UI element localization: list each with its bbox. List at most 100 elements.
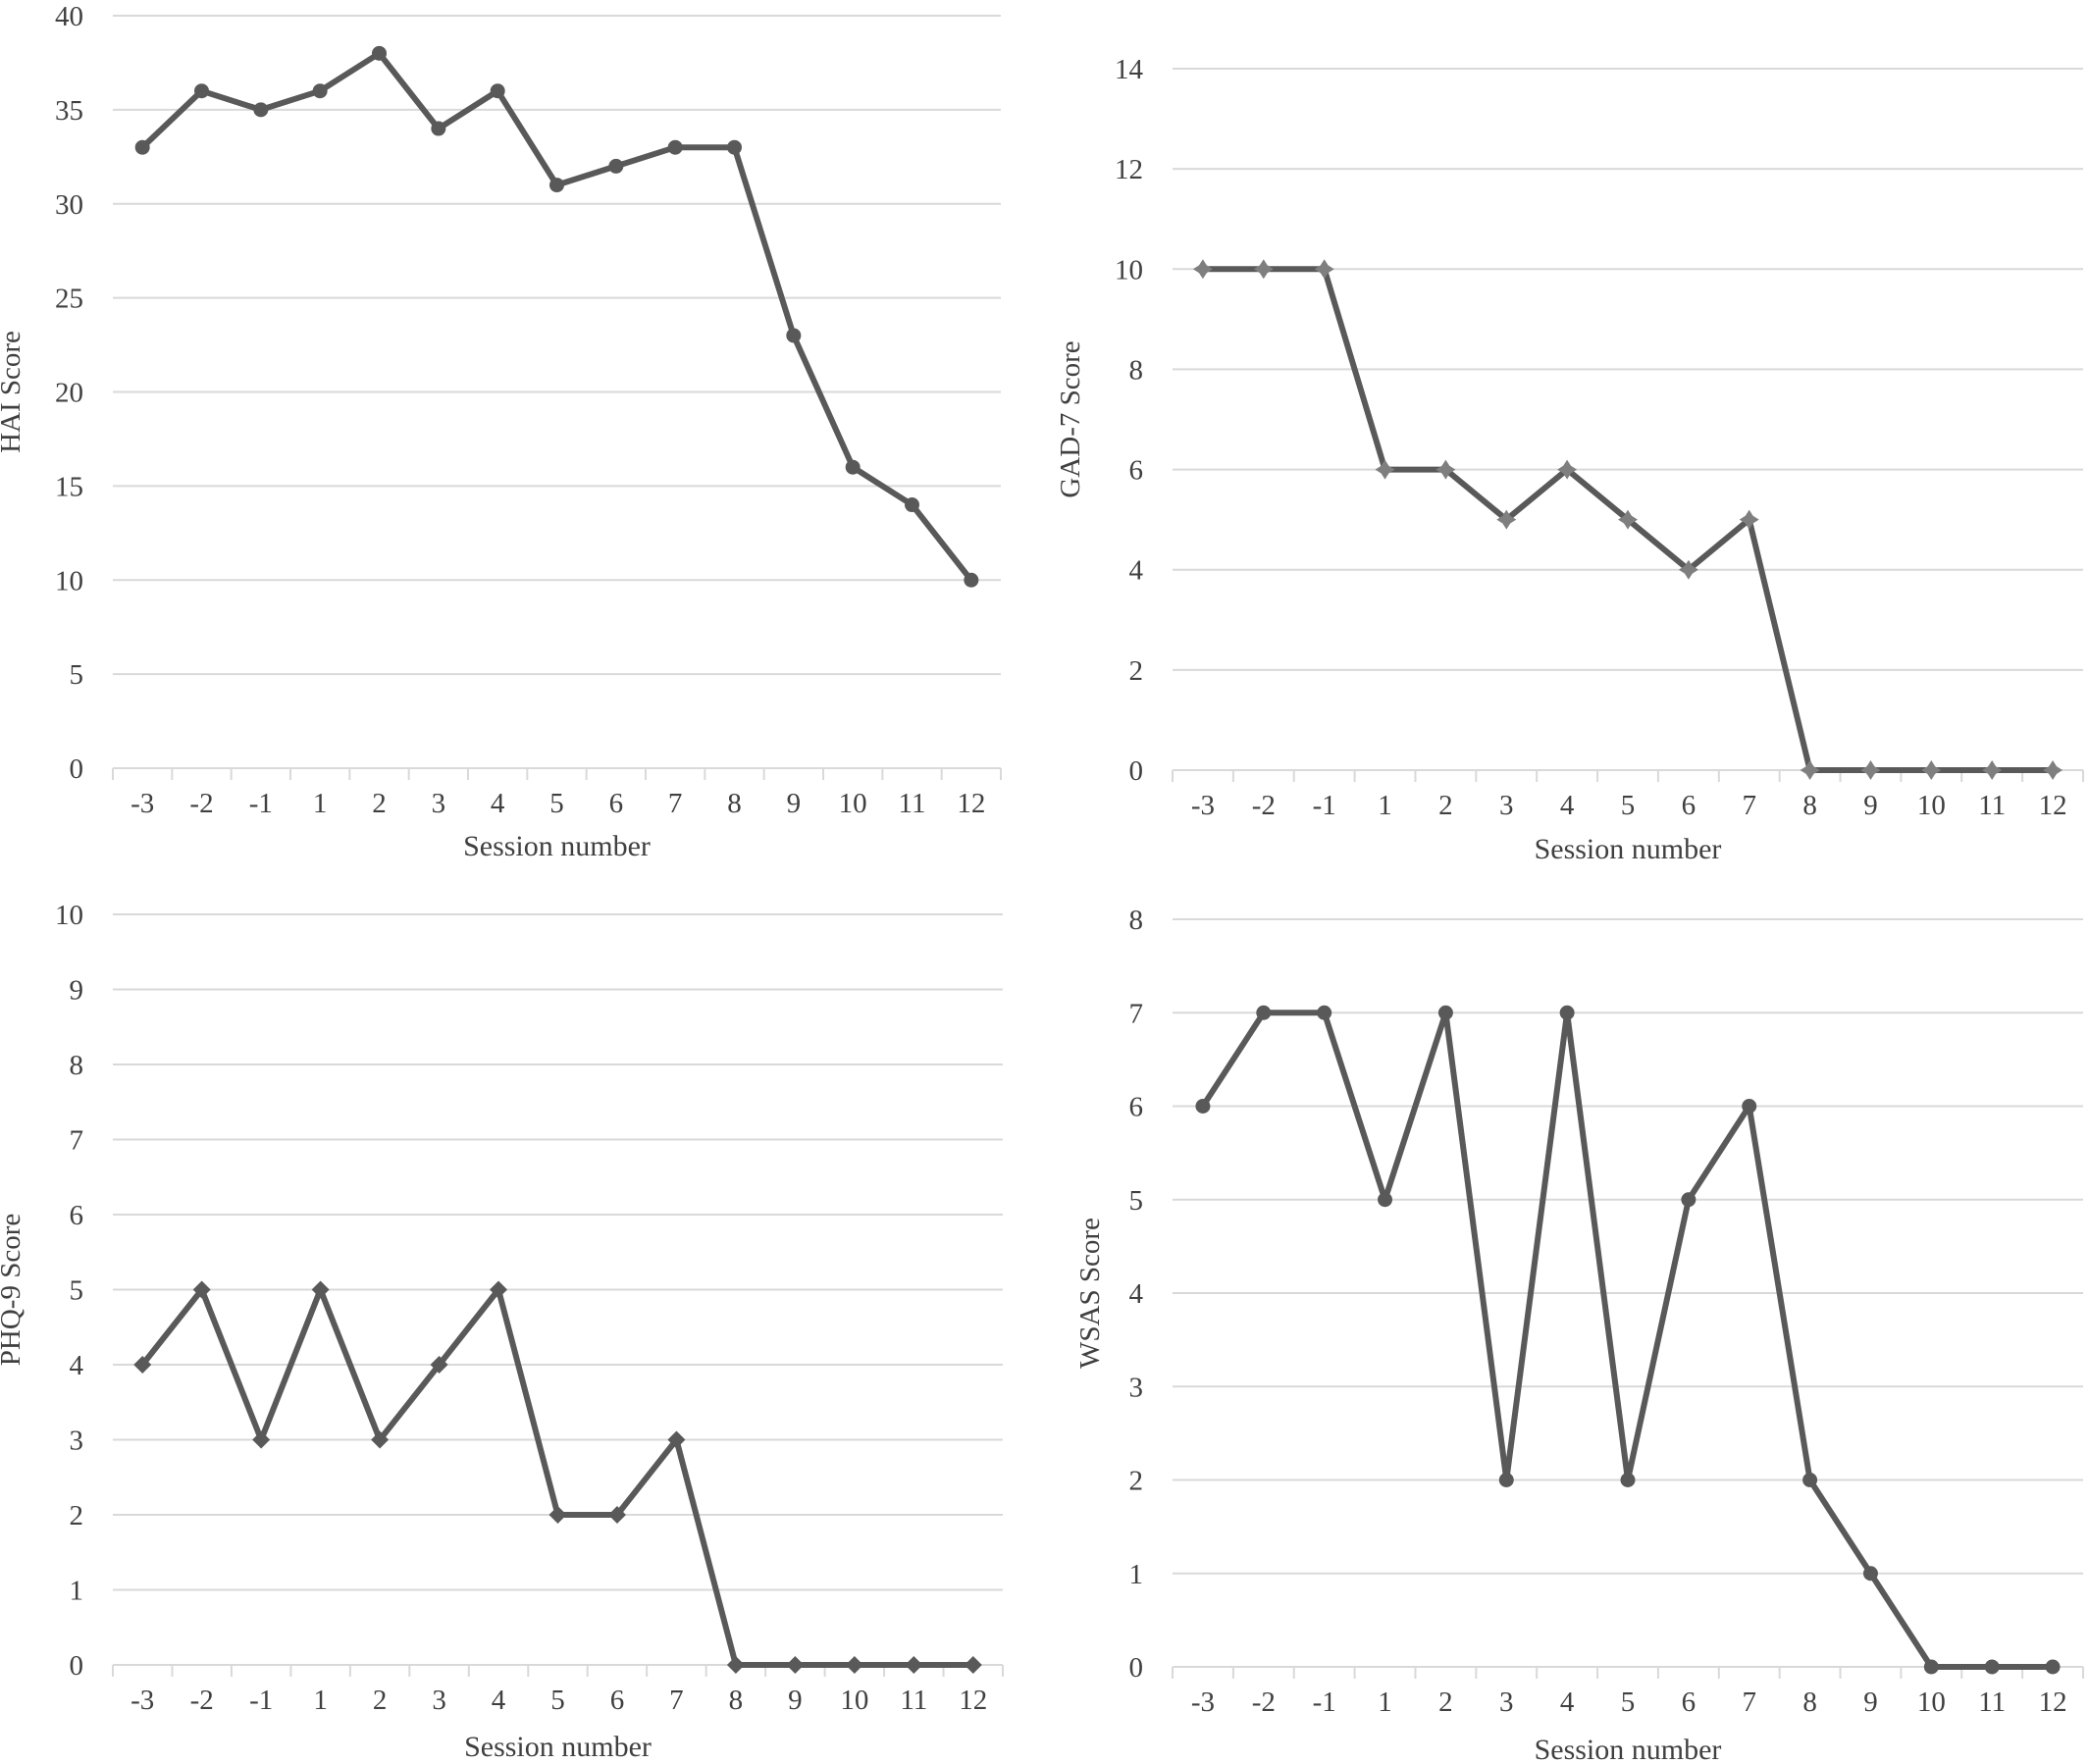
data-point: [2045, 1659, 2061, 1675]
x-tick-label: 2: [372, 788, 387, 819]
y-axis-label: PHQ-9 Score: [0, 1214, 26, 1366]
x-tick-label: 4: [492, 1685, 506, 1716]
x-tick-label: 2: [373, 1685, 388, 1716]
data-point: [549, 178, 564, 193]
x-tick-label: -1: [249, 1685, 273, 1716]
x-tick-label: 12: [2039, 1686, 2067, 1718]
y-tick-label: 2: [1129, 1466, 1144, 1497]
x-tick-label: -1: [249, 788, 273, 819]
x-tick-label: 1: [313, 788, 328, 819]
y-tick-label: 7: [70, 1125, 84, 1157]
data-point: [371, 1430, 390, 1449]
y-tick-label: 7: [1129, 998, 1144, 1029]
x-axis-label: Session number: [1535, 833, 1722, 865]
y-tick-label: 1: [1129, 1559, 1144, 1590]
x-tick-label: 11: [1978, 790, 2006, 821]
x-tick-label: -2: [1252, 790, 1276, 821]
x-tick-label: -2: [1252, 1686, 1276, 1718]
x-tick-label: 9: [1863, 1686, 1878, 1718]
x-tick-label: 6: [1682, 790, 1696, 821]
data-point: [1802, 1473, 1818, 1487]
x-tick-label: 6: [1682, 1686, 1696, 1718]
x-tick-label: 3: [1499, 790, 1514, 821]
y-tick-label: 10: [1115, 254, 1143, 285]
y-tick-label: 6: [1129, 1092, 1144, 1123]
x-tick-label: 4: [1560, 1686, 1575, 1718]
data-point: [1921, 760, 1942, 780]
y-tick-label: 5: [1129, 1185, 1144, 1217]
x-tick-label: 12: [2039, 790, 2067, 821]
x-tick-label: 7: [668, 788, 683, 819]
data-point: [1496, 509, 1517, 530]
y-tick-label: 12: [1115, 154, 1143, 185]
y-tick-label: 5: [70, 1275, 84, 1307]
x-tick-label: 5: [1621, 1686, 1636, 1718]
y-tick-label: 4: [1129, 1278, 1144, 1310]
data-point: [786, 328, 802, 343]
data-point: [608, 158, 624, 174]
data-point: [1437, 1005, 1453, 1020]
y-tick-label: 10: [55, 900, 83, 931]
y-tick-label: 2: [1129, 655, 1144, 687]
y-axis-label: HAI Score: [0, 331, 26, 453]
x-tick-label: 10: [1917, 790, 1946, 821]
data-point: [1253, 259, 1274, 280]
x-tick-label: 8: [1802, 1686, 1817, 1718]
x-tick-label: 7: [669, 1685, 684, 1716]
x-tick-label: 5: [549, 788, 564, 819]
y-tick-label: 25: [55, 284, 83, 315]
data-point: [312, 83, 328, 99]
data-point: [1681, 1192, 1696, 1208]
x-tick-label: 8: [727, 788, 742, 819]
y-tick-label: 40: [55, 1, 83, 32]
y-tick-label: 3: [70, 1426, 84, 1457]
data-point: [1557, 459, 1578, 480]
data-point: [1192, 259, 1213, 280]
data-point: [845, 1656, 863, 1674]
x-tick-label: -3: [1191, 1686, 1215, 1718]
data-point: [964, 572, 979, 588]
y-tick-label: 35: [55, 95, 83, 127]
y-tick-label: 4: [1129, 555, 1144, 587]
x-axis-label: Session number: [463, 830, 651, 862]
data-point: [372, 45, 387, 61]
x-tick-label: 2: [1438, 1686, 1453, 1718]
data-point: [1800, 760, 1820, 780]
data-point: [1678, 559, 1698, 580]
data-point: [548, 1506, 567, 1524]
data-point: [607, 1506, 626, 1524]
y-axis-label: WSAS Score: [1074, 1218, 1106, 1369]
data-point: [194, 83, 209, 99]
data-point: [726, 1656, 745, 1674]
x-tick-label: -3: [130, 788, 154, 819]
data-point: [905, 1656, 923, 1674]
data-point: [2043, 760, 2063, 780]
data-point: [490, 1280, 508, 1299]
x-axis-label: Session number: [1535, 1734, 1722, 1764]
data-point: [430, 1356, 448, 1374]
data-point: [490, 83, 505, 99]
y-tick-label: 0: [1129, 755, 1144, 787]
data-point: [1256, 1005, 1272, 1020]
x-tick-label: -2: [190, 1685, 214, 1716]
x-tick-label: 4: [1560, 790, 1575, 821]
x-tick-label: 9: [787, 788, 802, 819]
data-point: [311, 1280, 330, 1299]
y-tick-label: 30: [55, 189, 83, 221]
y-tick-label: 0: [1129, 1652, 1144, 1684]
x-tick-label: 5: [550, 1685, 565, 1716]
x-tick-label: 1: [1378, 1686, 1392, 1718]
x-tick-label: 9: [788, 1685, 803, 1716]
data-point: [1984, 1659, 2000, 1675]
data-point: [1314, 259, 1334, 280]
x-tick-label: 2: [1438, 790, 1453, 821]
y-tick-label: 6: [70, 1200, 84, 1231]
x-tick-label: 9: [1863, 790, 1878, 821]
x-tick-label: 3: [432, 788, 446, 819]
y-tick-label: 4: [70, 1350, 84, 1381]
y-tick-label: 14: [1115, 54, 1144, 85]
data-point: [192, 1280, 211, 1299]
data-point: [1498, 1473, 1514, 1487]
